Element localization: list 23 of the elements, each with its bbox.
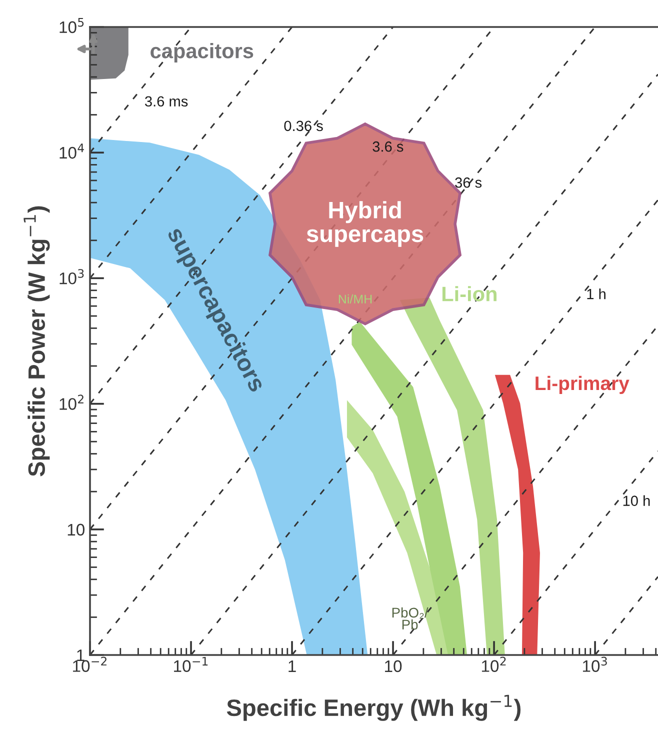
- annotation: 36 s: [455, 177, 482, 188]
- series-label: Li-primary: [536, 376, 630, 394]
- y-tick-label: 10: [68, 524, 84, 536]
- series-label: capacitors: [150, 43, 254, 62]
- annotation: 3.6 ms: [144, 96, 188, 107]
- x-tick-label: 10$^{−1}$: [174, 656, 208, 672]
- y-axis-title: Specific Power (W kg$^{−1}$): [24, 206, 50, 476]
- x-axis-title: Specific Energy (Wh kg$^{−1}$): [226, 694, 521, 721]
- y-tick-label: 10$^{2}$: [60, 394, 84, 410]
- series-label: Hybrid supercaps: [306, 201, 424, 247]
- y-tick-label: 10$^{5}$: [60, 18, 84, 34]
- x-tick-label: 10: [385, 660, 402, 672]
- annotation: 10 h: [623, 495, 650, 506]
- series-label: Ni/MH: [338, 294, 372, 304]
- y-tick-label: 10$^{4}$: [60, 144, 84, 159]
- y-tick-label: 10$^{3}$: [60, 269, 84, 284]
- series-label: Li-ion: [442, 286, 496, 302]
- annotation: 0.36 s: [284, 120, 323, 132]
- x-tick-label: 1: [288, 660, 296, 672]
- annotation: 3.6 s: [372, 141, 404, 152]
- annotation: 1 h: [587, 288, 606, 300]
- x-tick-label: 10$^{3}$: [582, 656, 607, 672]
- x-tick-label: 10$^{2}$: [482, 656, 506, 672]
